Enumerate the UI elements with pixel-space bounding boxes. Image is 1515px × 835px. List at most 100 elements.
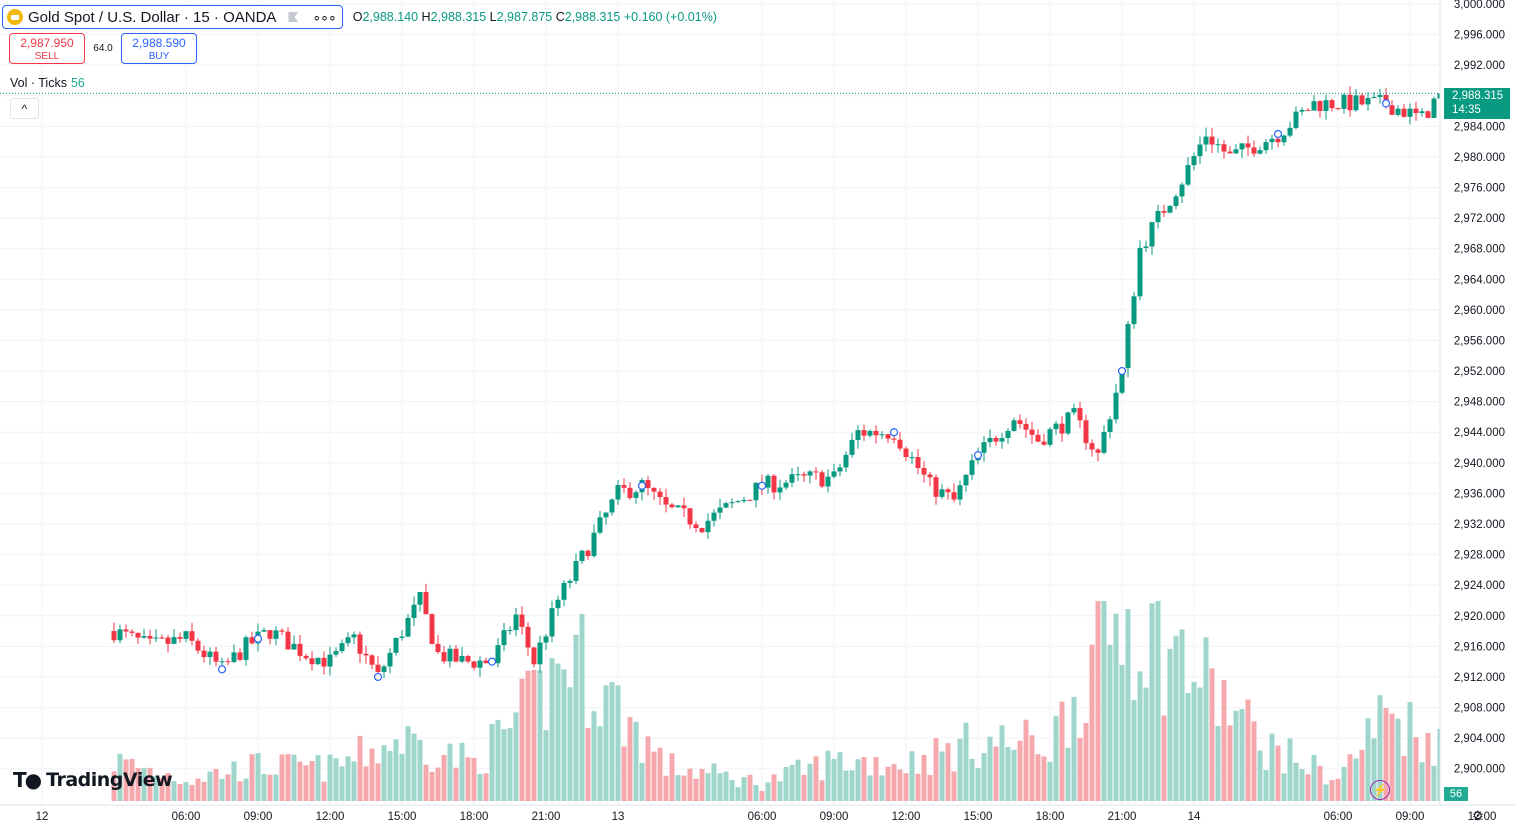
price-tick-label: 2,968.000 <box>1454 244 1505 256</box>
volume-bar <box>843 770 849 801</box>
event-marker[interactable] <box>1381 99 1391 108</box>
candle-body <box>825 476 831 487</box>
candle-body <box>1167 205 1173 213</box>
event-marker[interactable] <box>889 428 899 437</box>
event-marker[interactable] <box>973 451 983 460</box>
event-marker[interactable] <box>1117 366 1127 376</box>
volume-bar <box>633 721 639 801</box>
price-axis[interactable]: 3,000.0002,996.0002,992.0002,988.0002,98… <box>1454 0 1505 776</box>
volume-bar <box>561 669 567 801</box>
volume-bar <box>1221 680 1227 801</box>
lightning-icon[interactable]: ⚡ <box>1370 780 1390 800</box>
candle-body <box>447 648 453 662</box>
volume-bar <box>291 754 297 801</box>
candle-body <box>1137 247 1143 297</box>
volume-bar <box>417 739 423 801</box>
candle-body <box>189 631 195 641</box>
collapse-legend-button[interactable]: ^ <box>10 98 39 119</box>
event-marker[interactable] <box>1273 129 1283 139</box>
candle-body <box>879 434 885 436</box>
candle-body <box>1353 95 1359 111</box>
candle-body <box>657 491 663 498</box>
volume-bar <box>1215 726 1221 801</box>
price-tick-label: 2,908.000 <box>1454 703 1505 715</box>
volume-bar <box>1371 738 1377 801</box>
candle-body <box>933 477 939 497</box>
price-tick-label: 2,928.000 <box>1454 550 1505 562</box>
event-marker[interactable] <box>487 657 497 666</box>
event-marker[interactable] <box>373 672 383 682</box>
candle-body <box>171 637 177 644</box>
candle-body <box>831 471 837 477</box>
volume-bar <box>837 752 843 801</box>
volume-bar <box>465 757 471 801</box>
volume-bar <box>231 761 237 801</box>
event-marker[interactable] <box>757 481 767 490</box>
candle-body <box>1005 430 1011 438</box>
volume-bar <box>1335 778 1341 801</box>
candle-body <box>1173 196 1179 206</box>
volume-bar <box>1089 644 1095 801</box>
volume-bar <box>1113 613 1119 801</box>
candle-body <box>1227 151 1233 154</box>
event-marker[interactable] <box>637 481 647 490</box>
sell-label: SELL <box>34 51 60 62</box>
candle-body <box>579 550 585 562</box>
volume-bar <box>399 753 405 801</box>
candle-body <box>939 489 945 497</box>
candle-body <box>1425 111 1431 118</box>
candle-body <box>1317 101 1323 112</box>
volume-bar <box>1419 762 1425 801</box>
volume-bar <box>975 767 981 801</box>
volume-bar <box>1251 721 1257 801</box>
candlesticks <box>111 84 1443 679</box>
sell-button[interactable]: 2,987.950 SELL <box>9 33 85 64</box>
event-marker[interactable] <box>253 634 263 643</box>
tradingview-logo[interactable]: T● TradingView <box>13 768 173 792</box>
candle-body <box>411 604 417 618</box>
candle-body <box>1269 138 1275 143</box>
candle-body <box>1023 423 1029 430</box>
last-price-label: 2,988.315 14:35 <box>1444 88 1510 119</box>
settings-gear-icon[interactable]: ⚙ <box>1472 808 1484 823</box>
candle-body <box>783 482 789 488</box>
candle-body <box>1407 108 1413 117</box>
candle-body <box>741 499 747 502</box>
volume-bar <box>915 773 921 801</box>
volume-bar <box>879 775 885 801</box>
ohlc-open: 2,988.140 <box>362 10 419 24</box>
symbol-selector[interactable]: Gold Spot / U.S. Dollar · 15 · OANDA ∘∘∘ <box>2 5 343 29</box>
time-axis[interactable]: 12 06:00 09:00 12:00 15:00 18:00 21:00 13 06:00 0… <box>36 811 1497 823</box>
buy-button[interactable]: 2,988.590 BUY <box>121 33 197 64</box>
volume-bar <box>213 768 219 801</box>
more-options-icon[interactable]: ∘∘∘ <box>312 8 336 25</box>
volume-legend-value: 56 <box>70 76 85 90</box>
volume-bar <box>1143 687 1149 801</box>
volume-bar <box>1287 738 1293 801</box>
event-marker[interactable] <box>217 665 227 674</box>
candle-body <box>669 504 675 508</box>
volume-bar <box>507 728 513 801</box>
time-tick-label: 09:00 <box>244 811 273 823</box>
volume-bar <box>1305 774 1311 801</box>
volume-bar <box>405 726 411 801</box>
candle-body <box>999 437 1005 442</box>
volume-bar <box>933 738 939 801</box>
candle-body <box>1413 108 1419 114</box>
candle-body <box>1149 222 1155 247</box>
candle-body <box>399 636 405 638</box>
price-tick-label: 2,992.000 <box>1454 60 1505 72</box>
candle-body <box>267 630 273 639</box>
volume-bar <box>1347 754 1353 801</box>
volume-bar <box>1257 750 1263 801</box>
volume-bar <box>249 754 255 801</box>
candle-body <box>393 637 399 653</box>
candle-body <box>903 448 909 458</box>
volume-bar <box>471 757 477 801</box>
candle-body <box>1239 143 1245 150</box>
flag-icon[interactable] <box>288 12 299 22</box>
candle-body <box>969 460 975 475</box>
volume-legend[interactable]: Vol · Ticks 56 <box>10 76 85 90</box>
candle-body <box>1155 210 1161 223</box>
